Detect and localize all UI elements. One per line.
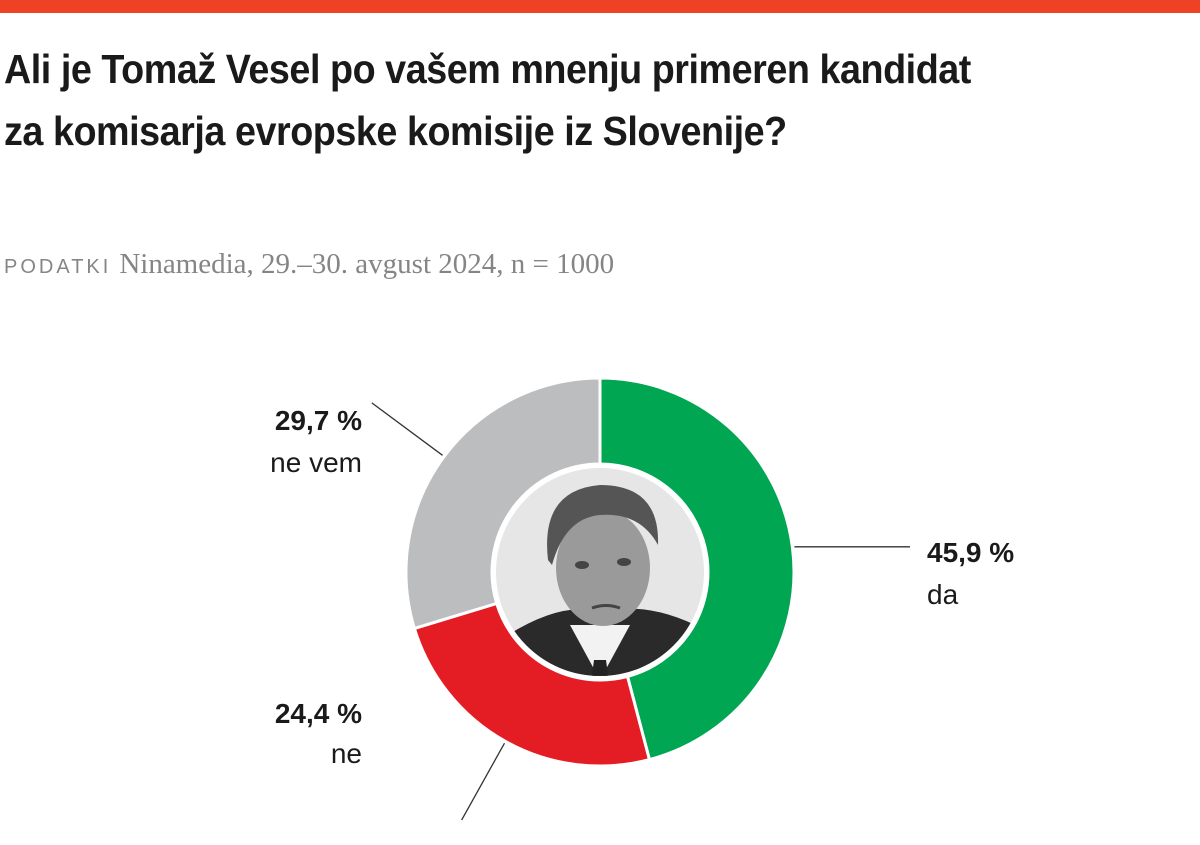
donut-slice-da — [598, 376, 796, 762]
donut-slice-ne-vem — [404, 376, 602, 631]
slice-category-label-ne-vem: ne vem — [270, 447, 362, 478]
leader-line-ne — [461, 742, 506, 821]
donut-slice-ne — [412, 601, 652, 768]
source-text: Ninamedia, 29.–30. avgust 2024, n = 1000 — [119, 248, 615, 280]
slice-value-label-ne: 24,4 % — [275, 698, 362, 729]
slice-category-label-da: da — [927, 579, 959, 610]
slice-value-label-ne-vem: 29,7 % — [275, 405, 362, 436]
accent-bar — [0, 0, 1200, 13]
chart-title: Ali je Tomaž Vesel po vašem mnenju prime… — [4, 46, 971, 154]
leader-line-ne-vem — [371, 402, 443, 456]
slice-value-label-da: 45,9 % — [927, 537, 1014, 568]
slice-category-label-ne: ne — [331, 738, 362, 769]
chart-source: PODATKI Ninamedia, 29.–30. avgust 2024, n… — [4, 248, 614, 281]
source-label: PODATKI — [4, 256, 112, 278]
